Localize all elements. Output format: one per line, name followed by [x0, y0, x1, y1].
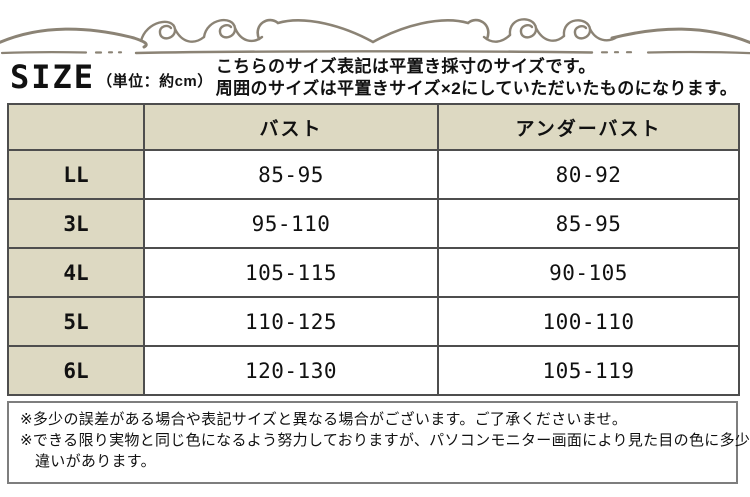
bust-value: 85-95	[143, 149, 439, 200]
table-row: LL 85-95 80-92	[7, 149, 740, 200]
description-line-2: 周囲のサイズは平置きサイズ×2にしていただいたものになります。	[215, 79, 738, 98]
underbust-value: 100-110	[437, 296, 740, 347]
size-label: 5L	[7, 296, 145, 347]
table-row: 6L 120-130 105-119	[7, 345, 740, 396]
bust-value: 110-125	[143, 296, 439, 347]
underbust-value: 90-105	[437, 247, 740, 298]
header-bust-cell: バスト	[143, 103, 439, 151]
size-label: 4L	[7, 247, 145, 298]
unit-label: （単位：約cm）	[97, 73, 213, 90]
table-header-row: バスト アンダーバスト	[7, 103, 740, 151]
underbust-value: 105-119	[437, 345, 740, 396]
size-table: バスト アンダーバスト LL 85-95 80-92 3L 95-110 85-…	[7, 103, 740, 396]
header-underbust-cell: アンダーバスト	[437, 103, 740, 151]
table-row: 5L 110-125 100-110	[7, 296, 740, 347]
table-row: 4L 105-115 90-105	[7, 247, 740, 298]
flourish-divider-icon	[0, 18, 750, 55]
notes-box: ※多少の誤差がある場合や表記サイズと異なる場合がございます。ご了承くださいませ。…	[7, 401, 750, 484]
size-label: 3L	[7, 198, 145, 249]
table-row: 3L 95-110 85-95	[7, 198, 740, 249]
size-description: こちらのサイズ表記は平置き採寸のサイズです。 周囲のサイズは平置きサイズ×2にし…	[216, 56, 738, 100]
note-line-2: ※できる限り実物と同じ色になるよう努力しておりますが、パソコンモニター画面により…	[20, 432, 750, 449]
description-line-1: こちらのサイズ表記は平置き採寸のサイズです。	[215, 57, 596, 76]
bust-value: 120-130	[143, 345, 439, 396]
underbust-value: 85-95	[437, 198, 740, 249]
note-line-1: ※多少の誤差がある場合や表記サイズと異なる場合がございます。ご了承くださいませ。	[20, 411, 628, 428]
header-size-cell	[7, 103, 145, 151]
note-line-3: 違いがあります。	[35, 453, 156, 470]
bust-value: 95-110	[143, 198, 439, 249]
page-title: SIZE	[10, 58, 96, 96]
size-label: LL	[7, 149, 145, 200]
size-label: 6L	[7, 345, 145, 396]
underbust-value: 80-92	[437, 149, 740, 200]
bust-value: 105-115	[143, 247, 439, 298]
heading: SIZE （単位：約cm） こちらのサイズ表記は平置き採寸のサイズです。 周囲の…	[10, 54, 746, 100]
title-group: SIZE （単位：約cm）	[10, 54, 213, 93]
